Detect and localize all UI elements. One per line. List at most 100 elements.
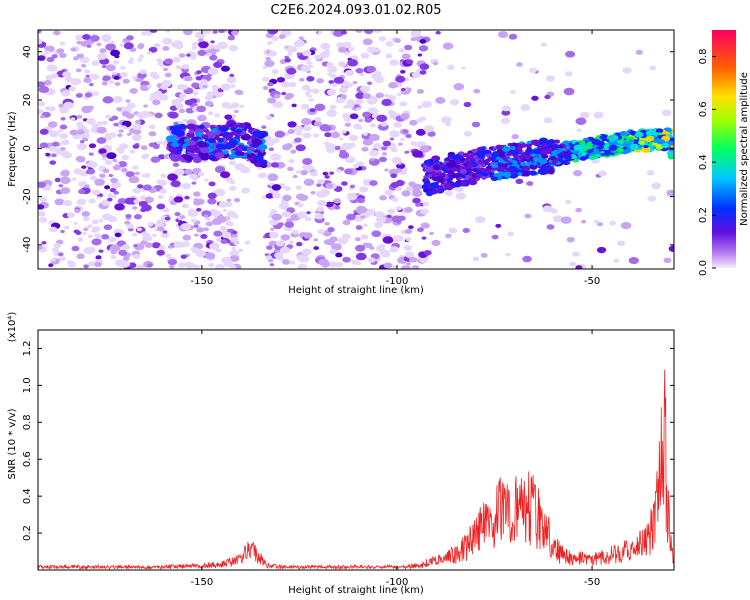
spectrogram-x-tick-label: -100: [386, 276, 409, 287]
spectrogram-cell: [663, 257, 672, 263]
spectrogram-cell: [60, 150, 70, 157]
spectrogram-cell: [563, 153, 572, 160]
spectrogram-cell: [460, 181, 467, 186]
spectrogram-cell: [575, 265, 583, 269]
spectrogram-cell: [160, 173, 167, 178]
spectrogram-cell: [349, 184, 356, 189]
spectrogram-cell: [381, 98, 392, 106]
spectrogram-cell: [595, 153, 601, 158]
spectrogram-cell: [335, 96, 345, 104]
spectrogram-cell: [341, 129, 347, 134]
spectrogram-cell: [82, 33, 91, 40]
spectrogram-cell: [651, 182, 662, 190]
spectrogram-cell: [572, 251, 580, 257]
spectrogram-cell: [296, 241, 303, 247]
spectrogram-cell: [224, 123, 230, 128]
spectrogram-panel: -150 -100 -50 -40 -20 0 20 40 Height of straigh…: [7, 29, 675, 296]
spectrogram-cell: [196, 227, 205, 233]
spectrogram-cell: [360, 52, 370, 59]
spectrogram-cell: [300, 117, 312, 126]
snr-x-axis-label: Height of straight line (km): [288, 585, 424, 596]
spectrogram-cell: [182, 30, 193, 36]
spectrogram-cell: [87, 224, 93, 228]
spectrogram-cell: [476, 150, 484, 156]
spectrogram-cell: [287, 128, 296, 135]
spectrogram-cell: [334, 145, 341, 151]
spectrogram-cell: [356, 197, 366, 204]
spectrogram-cell: [143, 173, 151, 178]
spectrogram-cell: [86, 118, 96, 125]
spectrogram-cell: [331, 82, 338, 87]
spectrogram-cell: [277, 222, 284, 227]
spectrogram-cell: [271, 213, 283, 221]
spectrogram-cell: [229, 131, 237, 136]
spectrogram-cell: [540, 165, 548, 171]
spectrogram-cell: [184, 99, 194, 106]
snr-y-tick-label: 0.6: [22, 451, 33, 467]
spectrogram-cell: [395, 75, 406, 83]
spectrogram-cell: [147, 222, 154, 227]
spectrogram-cell: [445, 233, 452, 239]
spectrogram-cell: [630, 137, 635, 141]
spectrogram-cell: [57, 129, 63, 133]
spectrogram-cell: [200, 147, 210, 154]
colorbar-tick-label: 0.6: [698, 101, 709, 117]
spectrogram-cell: [96, 121, 103, 126]
spectrogram-cell: [140, 145, 148, 150]
spectrogram-cell: [541, 153, 549, 159]
spectrogram-cell: [480, 252, 488, 258]
spectrogram-cell: [221, 231, 231, 239]
spectrogram-heatmap: [38, 30, 674, 269]
snr-series: [38, 369, 674, 570]
spectrogram-cell: [77, 237, 84, 242]
spectrogram-cell: [262, 77, 270, 82]
spectrogram-cell: [170, 180, 181, 188]
spectrogram-cell: [192, 157, 202, 164]
spectrogram-cell: [108, 236, 117, 243]
spectrogram-cell: [91, 60, 100, 66]
spectrogram-cell: [216, 215, 227, 223]
spectrogram-cell: [549, 156, 557, 161]
spectrogram-cell: [58, 256, 66, 262]
spectrogram-cell: [471, 121, 481, 128]
spectrogram-cell: [465, 155, 475, 162]
spectrogram-cell: [195, 198, 205, 205]
spectrogram-cell: [152, 233, 157, 238]
spectrogram-cell: [670, 145, 674, 149]
spectrogram-cell: [230, 30, 239, 36]
spectrogram-cell: [190, 218, 197, 223]
spectrogram-cell: [90, 35, 100, 42]
spectrogram-cell: [156, 58, 162, 63]
spectrogram-cell: [58, 252, 64, 257]
spectrogram-cell: [186, 53, 191, 57]
spectrogram-cell: [113, 122, 119, 127]
spectrogram-cell: [472, 256, 480, 262]
spectrogram-cell: [194, 31, 206, 39]
spectrogram-cell: [210, 40, 215, 44]
spectrogram-cell: [96, 137, 107, 144]
spectrogram-cell: [400, 88, 406, 92]
spectrogram-cell: [262, 66, 268, 70]
spectrogram-cell: [303, 232, 313, 239]
spectrogram-cell: [313, 54, 321, 60]
spectrogram-cell: [162, 207, 170, 213]
spectrogram-cell: [369, 157, 375, 162]
spectrogram-cell: [139, 195, 147, 201]
spectrogram-cell: [296, 193, 306, 201]
spectrogram-cell: [606, 136, 612, 140]
spectrogram-cell: [199, 47, 205, 51]
spectrogram-cell: [244, 240, 251, 245]
spectrogram-cell: [375, 215, 387, 223]
spectrogram-cell: [337, 61, 346, 67]
spectrogram-cell: [191, 41, 199, 47]
spectrogram-cell: [275, 240, 285, 247]
spectrogram-cell: [560, 216, 572, 224]
snr-x-tick-label: -100: [386, 577, 409, 588]
spectrogram-cell: [105, 132, 110, 137]
spectrogram-cell: [453, 154, 463, 161]
spectrogram-cell: [141, 231, 148, 236]
spectrogram-cell: [389, 247, 397, 253]
spectrogram-cell: [195, 131, 203, 137]
spectrogram-cell: [134, 214, 142, 220]
spectrogram-cell: [192, 91, 199, 96]
